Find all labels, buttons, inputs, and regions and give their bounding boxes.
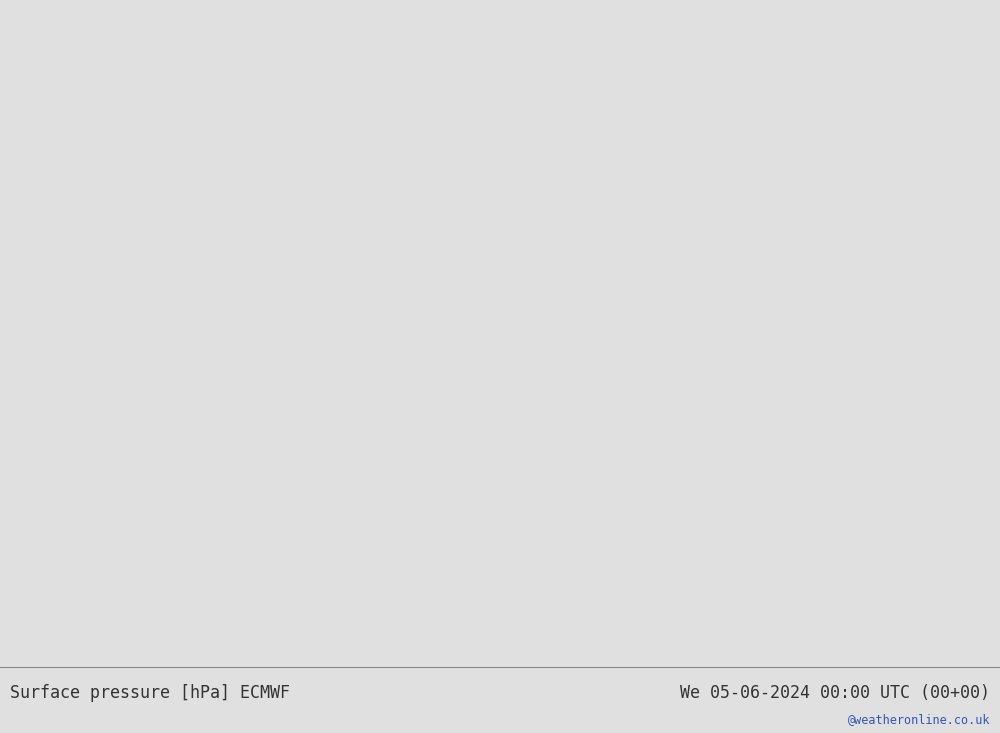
Text: @weatheronline.co.uk: @weatheronline.co.uk: [848, 712, 990, 726]
Text: We 05-06-2024 00:00 UTC (00+00): We 05-06-2024 00:00 UTC (00+00): [680, 684, 990, 701]
Text: Surface pressure [hPa] ECMWF: Surface pressure [hPa] ECMWF: [10, 684, 290, 701]
